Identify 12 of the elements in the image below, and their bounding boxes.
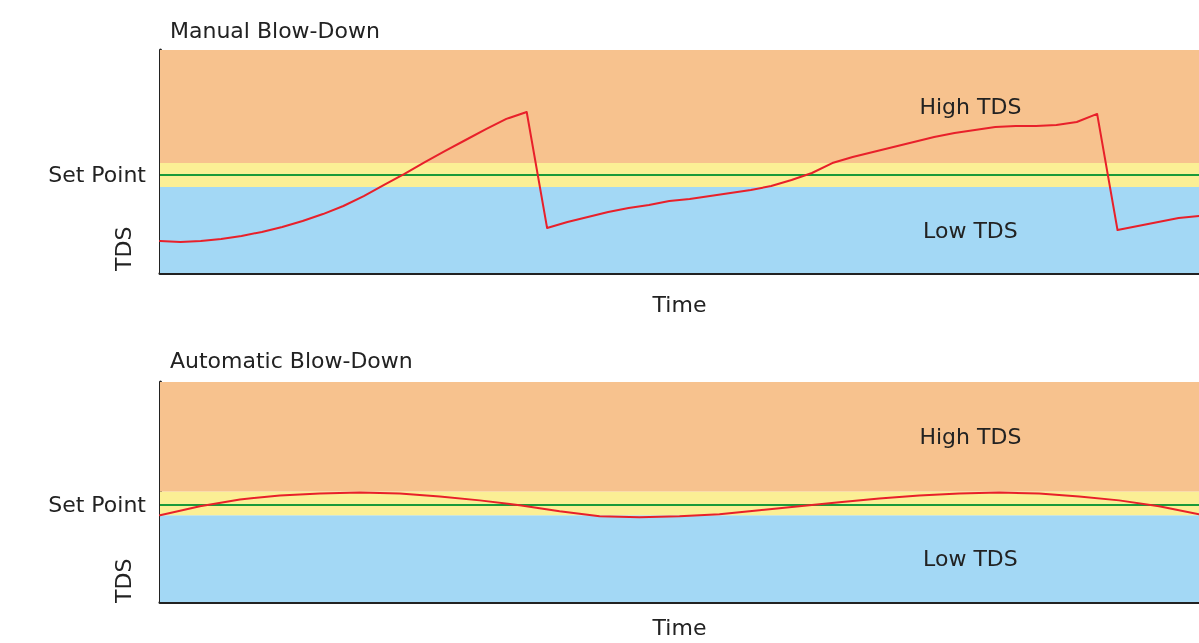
y-axis-title: TDS [110, 226, 136, 272]
chart-title: Manual Blow-Down [170, 17, 380, 43]
band-label: Low TDS [923, 217, 1018, 243]
band-label: High TDS [919, 94, 1022, 120]
x-axis-title: Time [651, 614, 707, 640]
y-axis-title: TDS [110, 558, 136, 604]
band-label: Low TDS [923, 546, 1018, 572]
chart-title: Automatic Blow-Down [170, 347, 413, 373]
ref-line-label: Set Point [48, 492, 147, 518]
ref-line-label: Set Point [48, 162, 147, 188]
x-axis-title: Time [651, 291, 707, 317]
band-label: High TDS [919, 424, 1022, 450]
